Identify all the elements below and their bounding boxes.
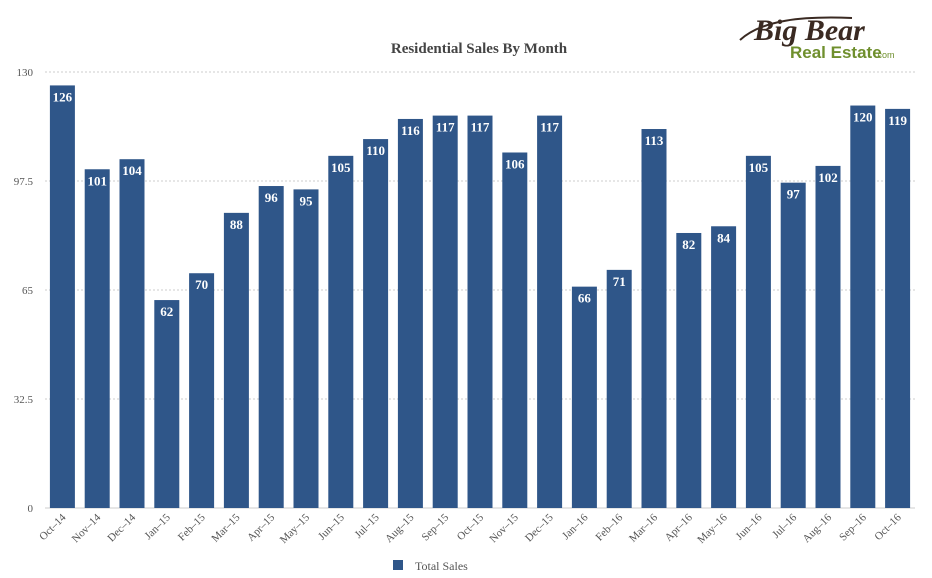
chart-title: Residential Sales By Month — [391, 41, 568, 57]
bar[interactable] — [397, 118, 423, 508]
x-tick-label: Jul–16 — [770, 511, 800, 541]
logo-suffix: .com — [875, 50, 895, 60]
bar-value-label: 117 — [471, 120, 490, 135]
bar-value-label: 71 — [613, 274, 626, 289]
y-axis-ticks: 0 32.5 65 97.5 130 — [14, 67, 34, 515]
bar[interactable] — [84, 169, 110, 508]
legend-label: Total Sales — [415, 559, 468, 573]
y-tick-label: 130 — [17, 67, 34, 79]
x-tick-label: Feb–15 — [176, 511, 208, 543]
x-tick-label: Apr–16 — [663, 511, 696, 544]
bar-value-label: 126 — [53, 89, 73, 104]
bar-value-label: 66 — [578, 291, 592, 306]
x-tick-label: Mar–15 — [209, 511, 242, 544]
bar-value-label: 104 — [122, 163, 142, 178]
x-axis-ticks: Oct–14 Nov–14 Dec–14 Jan–15 Feb–15 Mar–15 Apr–… — [37, 511, 904, 546]
logo-line1: Big Bear — [753, 14, 865, 47]
bar[interactable] — [49, 85, 75, 509]
bar[interactable] — [502, 152, 528, 508]
bar-value-label: 117 — [540, 120, 559, 135]
bar-labels: 126 101 104 62 70 88 96 95 105 110 116 117 117 106 117… — [53, 89, 908, 319]
x-tick-label: Nov–14 — [70, 511, 104, 545]
bar-value-label: 82 — [682, 237, 695, 252]
x-tick-label: Aug–15 — [383, 511, 417, 545]
bar-value-label: 110 — [366, 143, 385, 158]
x-tick-label: Jul–15 — [352, 511, 382, 541]
y-tick-label: 32.5 — [14, 394, 34, 406]
bar-value-label: 113 — [645, 133, 664, 148]
bar-value-label: 88 — [230, 217, 244, 232]
bar-value-label: 97 — [787, 187, 801, 202]
bar[interactable] — [432, 115, 458, 508]
bar-value-label: 117 — [436, 120, 455, 135]
bar[interactable] — [537, 115, 563, 508]
bar-value-label: 119 — [888, 113, 907, 128]
bar-value-label: 95 — [300, 193, 314, 208]
x-tick-label: Jan–16 — [560, 511, 591, 542]
x-tick-label: May–16 — [695, 511, 730, 546]
bar-value-label: 120 — [853, 110, 873, 125]
bar-value-label: 106 — [505, 156, 525, 171]
x-tick-label: Dec–15 — [523, 511, 556, 544]
big-bear-logo: Big Bear Real Estate .com — [739, 14, 895, 62]
x-tick-label: Jan–15 — [142, 511, 173, 542]
bar[interactable] — [745, 155, 771, 508]
x-tick-label: Oct–15 — [455, 511, 487, 543]
bar[interactable] — [815, 165, 841, 508]
x-tick-label: Nov–15 — [487, 511, 521, 545]
x-tick-label: Sep–15 — [420, 511, 452, 543]
x-tick-label: Sep–16 — [837, 511, 869, 543]
y-tick-label: 65 — [22, 285, 34, 297]
x-tick-label: Oct–16 — [872, 511, 904, 543]
bar[interactable] — [641, 129, 667, 508]
bar[interactable] — [676, 232, 702, 508]
x-tick-label: Oct–14 — [37, 511, 69, 543]
bar-value-label: 96 — [265, 190, 279, 205]
bar[interactable] — [363, 139, 389, 509]
bar-value-label: 101 — [87, 173, 107, 188]
x-tick-label: Apr–15 — [245, 511, 278, 544]
legend-swatch — [393, 560, 403, 570]
bar-value-label: 70 — [195, 277, 208, 292]
bar-value-label: 102 — [818, 170, 838, 185]
x-tick-label: Feb–16 — [594, 511, 626, 543]
bar-value-label: 116 — [401, 123, 420, 138]
bar-value-label: 62 — [160, 304, 173, 319]
x-tick-label: Mar–16 — [627, 511, 660, 544]
bar[interactable] — [189, 273, 215, 508]
bars — [49, 85, 911, 509]
logo-line2: Real Estate — [790, 43, 882, 62]
bar[interactable] — [711, 226, 737, 508]
bar[interactable] — [885, 108, 911, 509]
x-tick-label: Aug–16 — [801, 511, 835, 545]
bar-value-label: 105 — [749, 160, 769, 175]
bar[interactable] — [258, 186, 284, 508]
x-tick-label: May–15 — [278, 511, 313, 546]
x-tick-label: Dec–14 — [105, 511, 138, 544]
x-tick-label: Jun–16 — [734, 511, 765, 542]
bar[interactable] — [154, 300, 180, 508]
bar[interactable] — [293, 189, 319, 508]
x-tick-label: Jun–15 — [316, 511, 347, 542]
legend[interactable]: Total Sales — [393, 559, 468, 573]
bar[interactable] — [119, 159, 145, 508]
bar-value-label: 84 — [717, 230, 731, 245]
y-tick-label: 97.5 — [14, 176, 34, 188]
bar[interactable] — [606, 269, 632, 508]
bar-value-label: 105 — [331, 160, 351, 175]
bar[interactable] — [328, 155, 354, 508]
bar[interactable] — [850, 105, 876, 509]
y-tick-label: 0 — [28, 503, 34, 515]
bar[interactable] — [780, 182, 806, 508]
bar[interactable] — [467, 115, 493, 508]
bar[interactable] — [571, 286, 597, 508]
bar[interactable] — [223, 212, 249, 508]
